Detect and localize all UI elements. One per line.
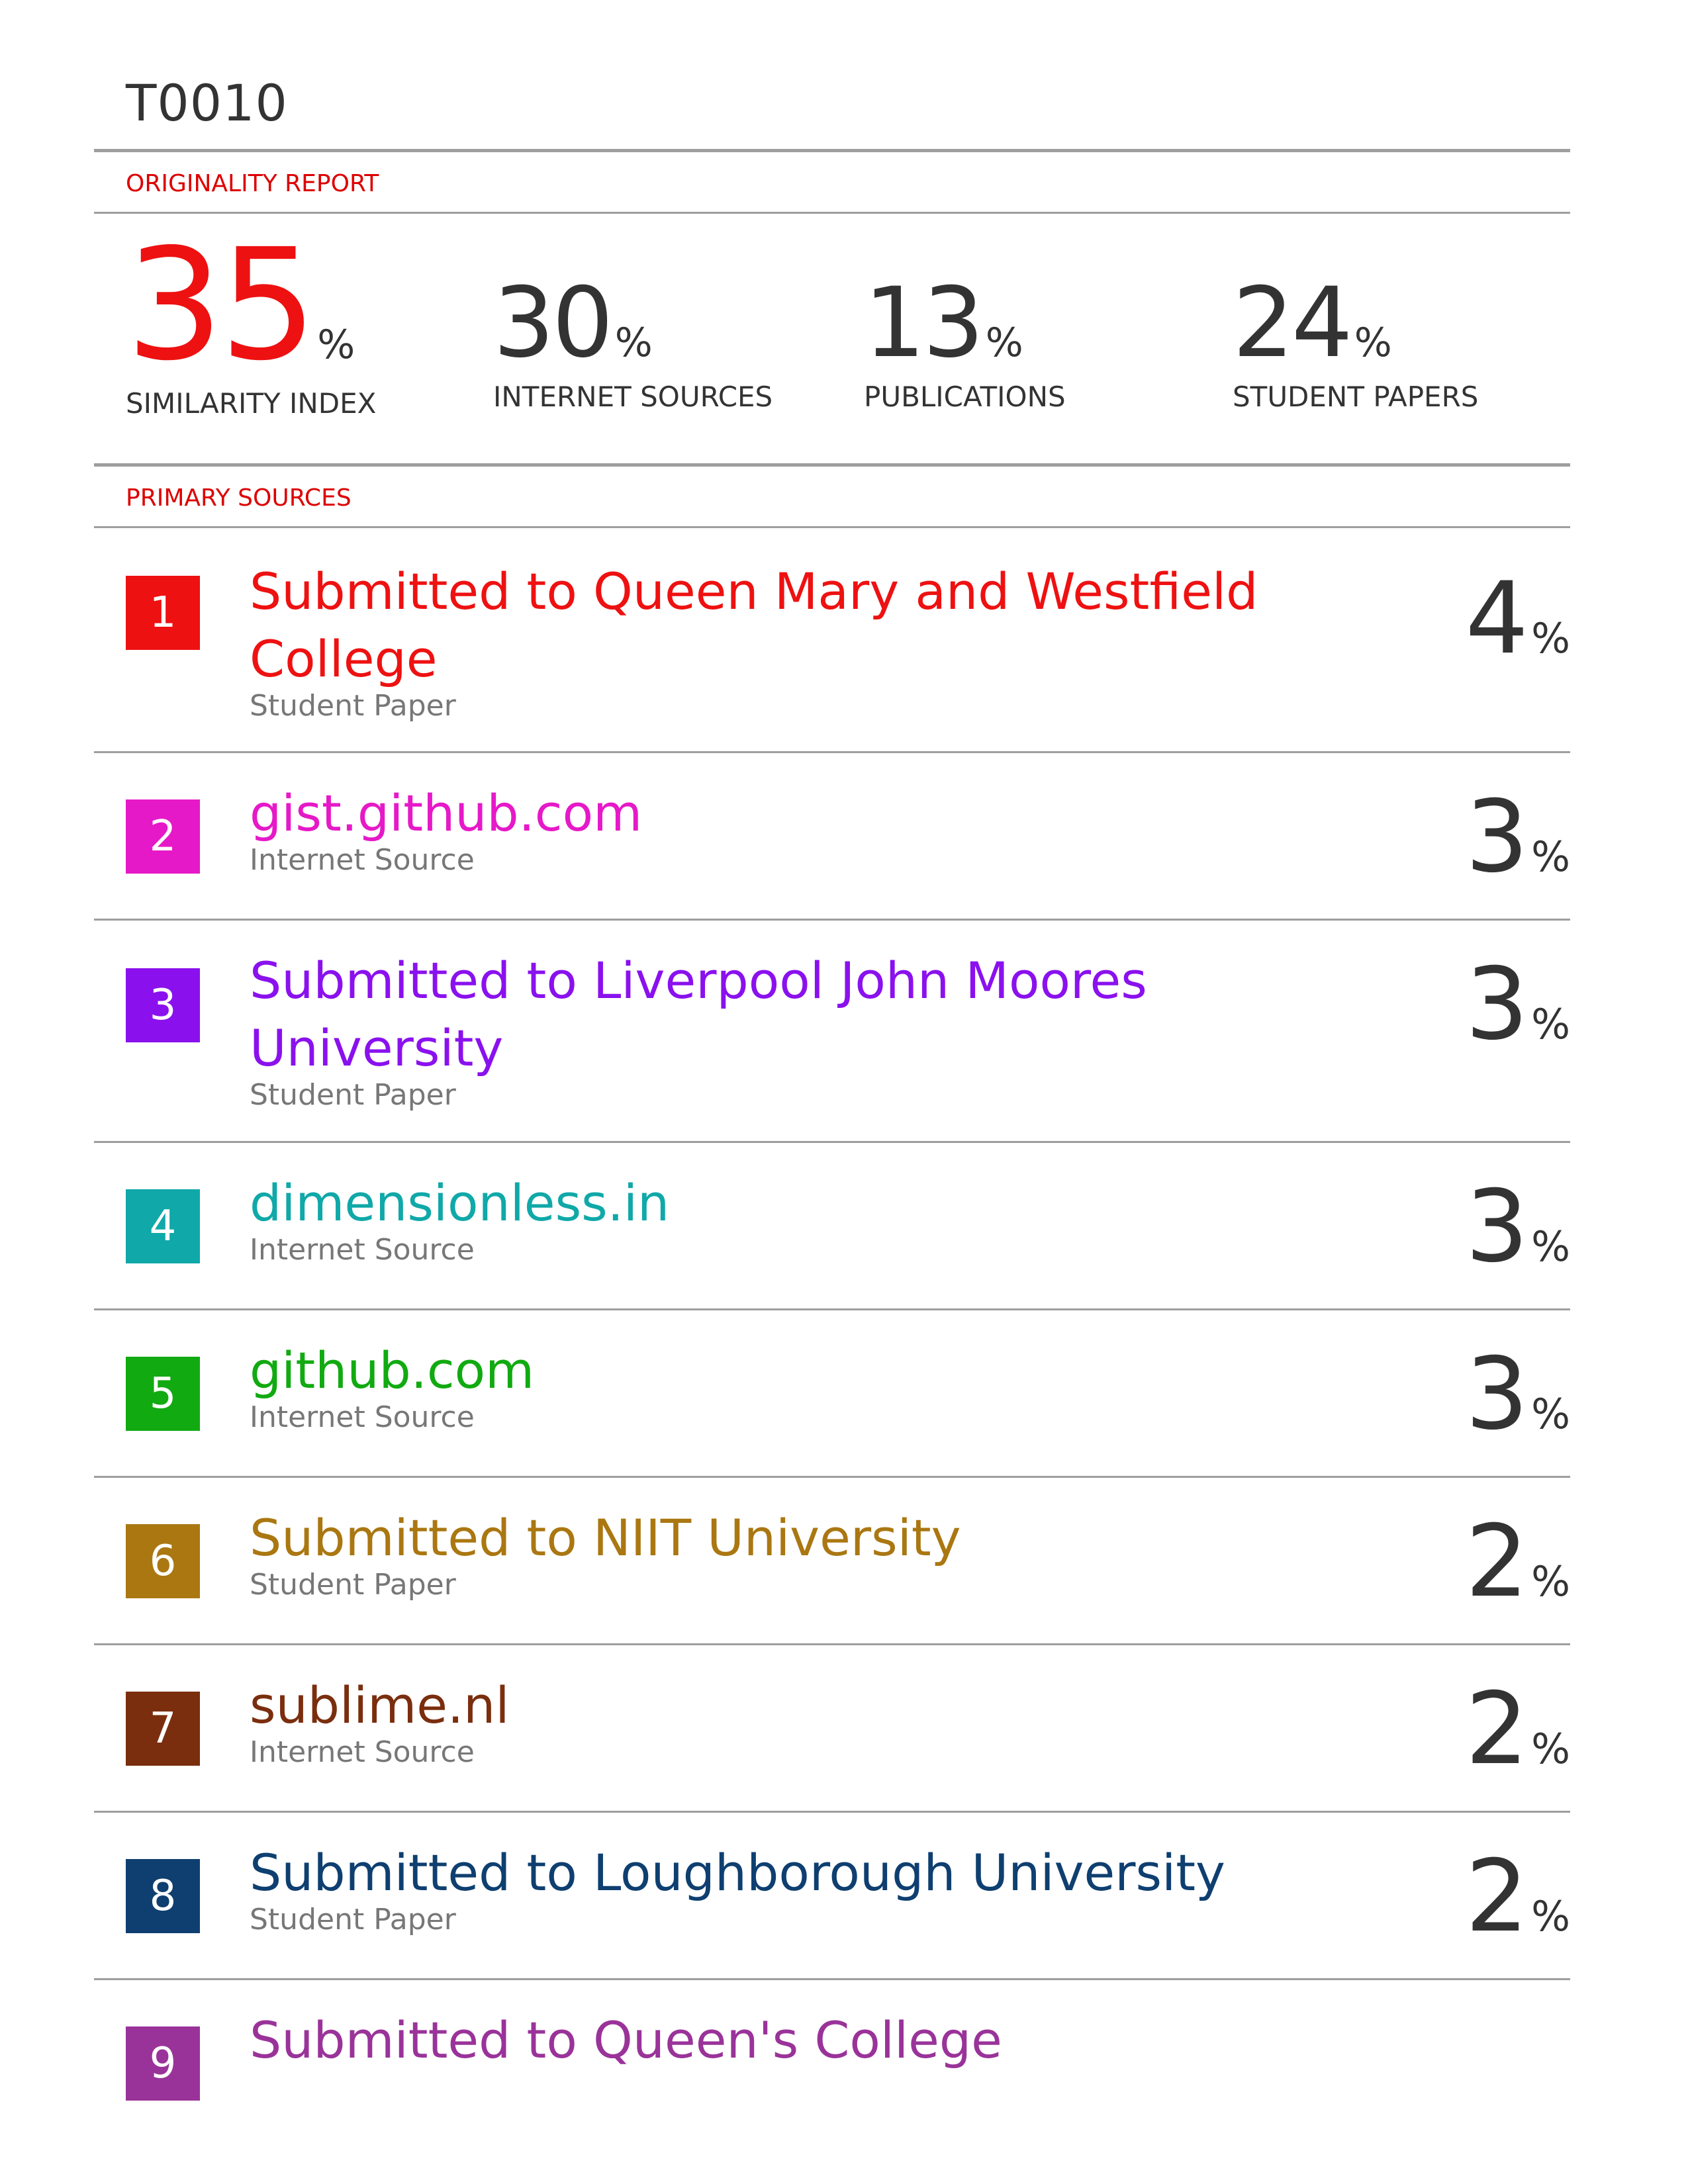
source-row: 7 sublime.nl Internet Source 2% — [94, 1645, 1570, 1811]
source-type: Student Paper — [250, 1568, 456, 1602]
source-rank-badge: 9 — [126, 2026, 200, 2101]
source-percent-sign: % — [1531, 1000, 1570, 1048]
source-rank-badge: 1 — [126, 576, 200, 650]
source-title[interactable]: github.com — [250, 1341, 535, 1400]
source-percent-sign: % — [1531, 614, 1570, 662]
stat-student-papers-percent-sign: % — [1354, 320, 1392, 366]
source-percent-value: 2 — [1465, 1839, 1529, 1954]
stat-student-papers-value: 24 — [1233, 267, 1353, 379]
source-percent-sign: % — [1531, 833, 1570, 881]
source-type: Student Paper — [250, 1078, 456, 1112]
source-row: 3 Submitted to Liverpool John Moores Uni… — [94, 921, 1570, 1141]
source-title[interactable]: gist.github.com — [250, 784, 643, 842]
stat-publications-percent-sign: % — [985, 320, 1023, 366]
stat-student-papers-label: STUDENT PAPERS — [1233, 381, 1479, 413]
title-divider — [94, 149, 1570, 152]
source-divider — [94, 1643, 1570, 1645]
source-divider — [94, 1978, 1570, 1980]
source-title[interactable]: Submitted to Queen's College — [250, 2011, 1002, 2070]
source-rank-badge: 3 — [126, 968, 200, 1042]
source-rank-badge: 4 — [126, 1189, 200, 1263]
source-row: 5 github.com Internet Source 3% — [94, 1310, 1570, 1476]
source-percent-sign: % — [1531, 1557, 1570, 1606]
originality-report-label: ORIGINALITY REPORT — [126, 170, 379, 197]
source-percent: 3% — [1466, 1345, 1570, 1444]
source-type: Student Paper — [250, 1903, 456, 1936]
source-title[interactable]: dimensionless.in — [250, 1173, 670, 1232]
source-percent-value: 3 — [1465, 1337, 1529, 1452]
source-percent-sign: % — [1531, 1892, 1570, 1940]
stat-internet-sources-label: INTERNET SOURCES — [493, 381, 773, 413]
source-divider — [94, 1141, 1570, 1143]
stat-student-papers: 24% STUDENT PAPERS — [1233, 275, 1590, 413]
stat-similarity-index-value: 35 — [126, 216, 317, 394]
source-row: 1 Submitted to Queen Mary and Westfield … — [94, 528, 1570, 751]
source-percent: 2% — [1466, 1847, 1570, 1946]
source-divider — [94, 1308, 1570, 1310]
stat-similarity-index-label: SIMILARITY INDEX — [126, 387, 377, 420]
primary-sources-divider — [94, 526, 1570, 528]
stat-publications-value: 13 — [864, 267, 984, 379]
source-percent-sign: % — [1531, 1725, 1570, 1773]
stat-similarity-index-percent-sign: % — [317, 322, 355, 368]
source-percent-value: 3 — [1465, 1169, 1529, 1285]
stat-publications-label: PUBLICATIONS — [864, 381, 1066, 413]
primary-sources-label: PRIMARY SOURCES — [126, 484, 352, 512]
source-percent: 2% — [1466, 1680, 1570, 1779]
source-title[interactable]: Submitted to Liverpool John Moores Unive… — [250, 951, 1147, 1077]
stat-internet-sources-percent-sign: % — [614, 320, 653, 366]
source-rank-badge: 2 — [126, 799, 200, 874]
source-percent-value: 2 — [1465, 1672, 1529, 1787]
stat-internet-sources: 30% INTERNET SOURCES — [493, 275, 851, 413]
source-row: 8 Submitted to Loughborough University S… — [94, 1813, 1570, 1978]
source-percent-value: 3 — [1465, 780, 1529, 895]
source-percent: 3% — [1466, 955, 1570, 1054]
source-type: Student Paper — [250, 689, 456, 723]
source-percent-value: 3 — [1465, 947, 1529, 1062]
source-percent-value: 2 — [1465, 1504, 1529, 1619]
source-divider — [94, 919, 1570, 921]
source-percent: 2% — [1466, 1512, 1570, 1612]
source-title[interactable]: Submitted to NIIT University — [250, 1508, 961, 1567]
source-type: Internet Source — [250, 1735, 475, 1769]
source-percent-value: 4 — [1465, 561, 1529, 676]
source-row: 2 gist.github.com Internet Source 3% — [94, 753, 1570, 919]
stats-divider — [94, 463, 1570, 467]
source-title[interactable]: Submitted to Queen Mary and Westfield Co… — [250, 562, 1258, 688]
source-type: Internet Source — [250, 1233, 475, 1267]
source-percent: 3% — [1466, 1177, 1570, 1277]
source-rank-badge: 6 — [126, 1524, 200, 1598]
source-rank-badge: 5 — [126, 1357, 200, 1431]
stat-similarity-index: 35% SIMILARITY INDEX — [126, 228, 483, 420]
source-divider — [94, 1476, 1570, 1478]
stat-internet-sources-value: 30 — [493, 267, 614, 379]
source-percent: 3% — [1466, 788, 1570, 887]
source-divider — [94, 751, 1570, 753]
report-label-divider — [94, 212, 1570, 214]
source-percent: 4% — [1466, 569, 1570, 668]
source-percent-sign: % — [1531, 1222, 1570, 1271]
source-row: 6 Submitted to NIIT University Student P… — [94, 1478, 1570, 1643]
source-divider — [94, 1811, 1570, 1813]
source-rank-badge: 8 — [126, 1859, 200, 1933]
source-percent-sign: % — [1531, 1390, 1570, 1438]
source-row: 9 Submitted to Queen's College — [94, 1980, 1570, 2146]
source-title[interactable]: sublime.nl — [250, 1676, 510, 1735]
source-type: Internet Source — [250, 1400, 475, 1434]
stat-publications: 13% PUBLICATIONS — [864, 275, 1221, 413]
source-row: 4 dimensionless.in Internet Source 3% — [94, 1143, 1570, 1308]
source-title[interactable]: Submitted to Loughborough University — [250, 1843, 1226, 1902]
source-type: Internet Source — [250, 843, 475, 877]
source-rank-badge: 7 — [126, 1692, 200, 1766]
document-title: T0010 — [126, 73, 288, 132]
